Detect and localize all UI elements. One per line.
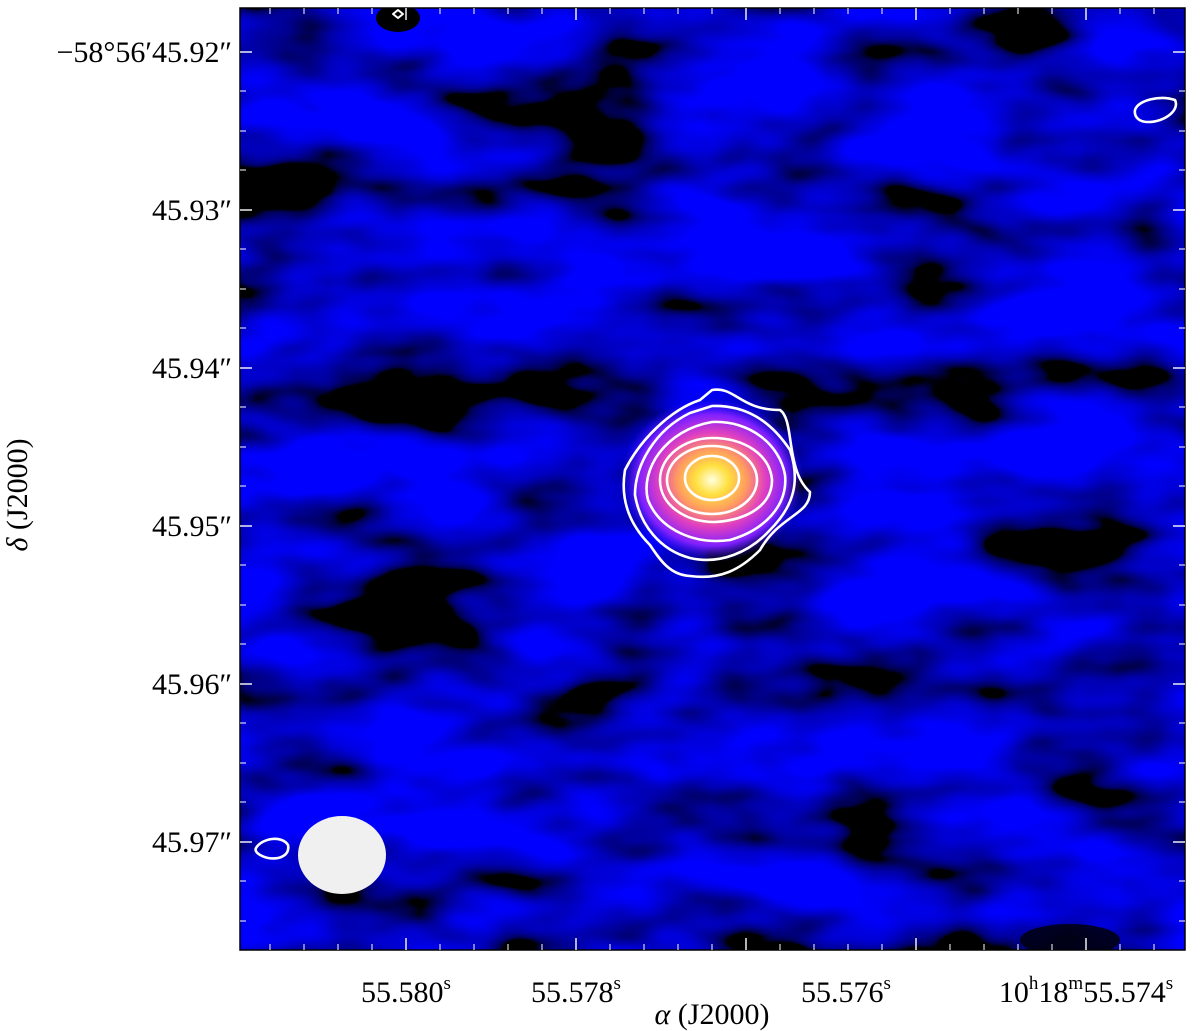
x-tick-label: 55.580s [361,974,451,1009]
y-tick-label: 45.94″ [152,352,232,385]
y-tick-label: 45.95″ [152,510,232,543]
contour-bottom-left [254,837,290,860]
y-axis-symbol: δ [1,537,34,552]
contour-top-small [392,9,404,19]
x-tick-label: 55.576s [801,974,891,1009]
x-axis-text: (J2000) [670,998,770,1031]
y-axis-text: (J2000) [1,438,34,538]
y-tick-label: −58°56′45.92″ [56,36,232,69]
x-tick-unit: s [1165,973,1174,994]
x-tick-label: 55.578s [531,974,621,1009]
contour-level-3 [645,420,787,543]
y-tick-label: 45.96″ [152,668,232,701]
x-tick-unit: s [443,973,451,994]
beam-ellipse [298,816,386,894]
contour-level-6 [683,454,741,502]
x-tick-hours: 10 [998,976,1029,1009]
y-axis-label: δ (J2000) [1,438,34,552]
contours [254,9,1178,860]
x-axis-symbol: α [654,998,671,1031]
x-tick-minutes-unit: m [1068,973,1084,994]
x-tick-label: 10h18m55.574s [998,974,1173,1009]
contour-level-4 [658,436,774,524]
contour-top-right [1133,96,1178,124]
y-tick-label: 45.97″ [152,826,232,859]
dark-patch [1020,924,1120,950]
source-glow [620,398,804,562]
x-axis-label: α (J2000) [655,1000,770,1030]
dark-patch [376,8,420,32]
x-tick-unit: s [883,973,891,994]
minor-ticks [240,8,1185,950]
x-tick-value: 55.578 [531,976,614,1009]
x-tick-hours-unit: h [1028,973,1039,994]
x-tick-value: 55.580 [361,976,444,1009]
contour-level-5 [665,444,759,516]
ticks [240,8,1185,950]
y-tick-label: 45.93″ [152,194,232,227]
contour-level-2 [633,404,797,562]
image-area [240,8,1185,950]
x-tick-value: 55.574 [1083,976,1166,1009]
x-tick-minutes: 18 [1038,976,1069,1009]
x-tick-unit: s [613,973,621,994]
contour-level-1 [622,388,812,579]
x-tick-value: 55.576 [801,976,884,1009]
